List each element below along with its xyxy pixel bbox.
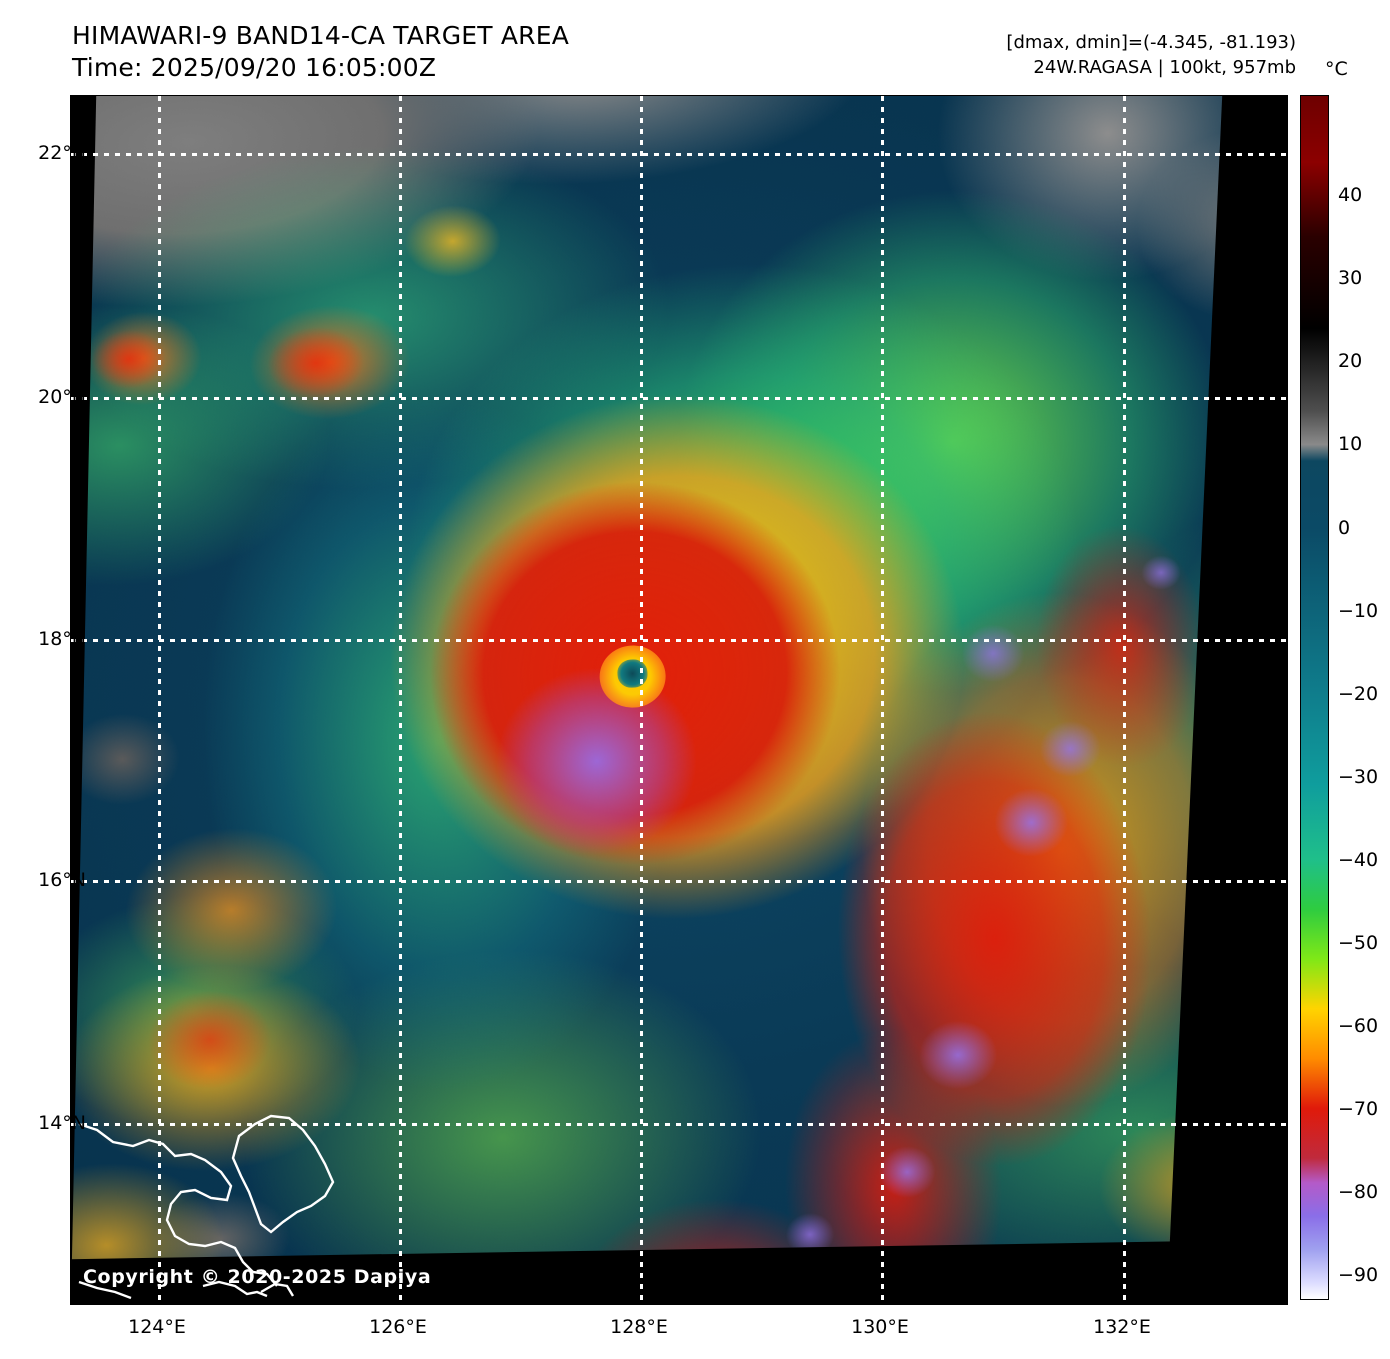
xtick-label-126e: 126°E (369, 1316, 427, 1338)
ytick-label-16n: 16°N (38, 869, 86, 891)
colorbar-gradient (1301, 96, 1328, 1299)
observation-time: Time: 2025/09/20 16:05:00Z (72, 53, 437, 82)
colorbar-tick-m50: −50 (1338, 932, 1379, 954)
satellite-swath (71, 96, 1287, 1304)
swath-clip (71, 96, 1287, 1304)
colorbar-tick-m30: −30 (1338, 766, 1379, 788)
colorbar-tick-20: 20 (1338, 350, 1363, 372)
xtick-label-124e: 124°E (128, 1316, 186, 1338)
ytick-label-18n: 18°N (38, 628, 86, 650)
colorbar-tick-m10: −10 (1338, 600, 1379, 622)
header-annotations: [dmax, dmin]=(-4.345, -81.193) 24W.RAGAS… (1006, 30, 1296, 80)
ytick-label-22n: 22°N (38, 142, 86, 164)
colorbar-tick-m60: −60 (1338, 1015, 1379, 1037)
colorbar-tick-m40: −40 (1338, 849, 1379, 871)
xtick-label-132e: 132°E (1093, 1316, 1151, 1338)
storm-annotation: 24W.RAGASA | 100kt, 957mb (1033, 57, 1296, 78)
satellite-image-plot[interactable]: Copyright © 2020-2025 Dapiya (70, 95, 1288, 1305)
colorbar-unit-label: °C (1325, 58, 1348, 80)
colorbar-tick-10: 10 (1338, 433, 1363, 455)
ytick-label-14n: 14°N (38, 1112, 86, 1134)
colorbar-tick-m20: −20 (1338, 683, 1379, 705)
product-title: HIMAWARI-9 BAND14-CA TARGET AREA (72, 21, 570, 50)
swath-raster (71, 96, 1287, 1304)
copyright-notice: Copyright © 2020-2025 Dapiya (83, 1266, 432, 1288)
colorbar-tick-m70: −70 (1338, 1098, 1379, 1120)
colorbar-tick-m80: −80 (1338, 1181, 1379, 1203)
colorbar-tick-m90: −90 (1338, 1264, 1379, 1286)
colorbar[interactable] (1300, 95, 1329, 1300)
colorbar-tick-0: 0 (1338, 517, 1351, 539)
page-title: HIMAWARI-9 BAND14-CA TARGET AREA Time: 2… (72, 20, 569, 84)
colorbar-tick-30: 30 (1338, 267, 1363, 289)
colorbar-tick-40: 40 (1338, 184, 1363, 206)
data-range-annotation: [dmax, dmin]=(-4.345, -81.193) (1006, 32, 1296, 53)
xtick-label-128e: 128°E (610, 1316, 668, 1338)
xtick-label-130e: 130°E (851, 1316, 909, 1338)
layer-coldest-tops (71, 96, 1287, 1304)
ytick-label-20n: 20°N (38, 386, 86, 408)
